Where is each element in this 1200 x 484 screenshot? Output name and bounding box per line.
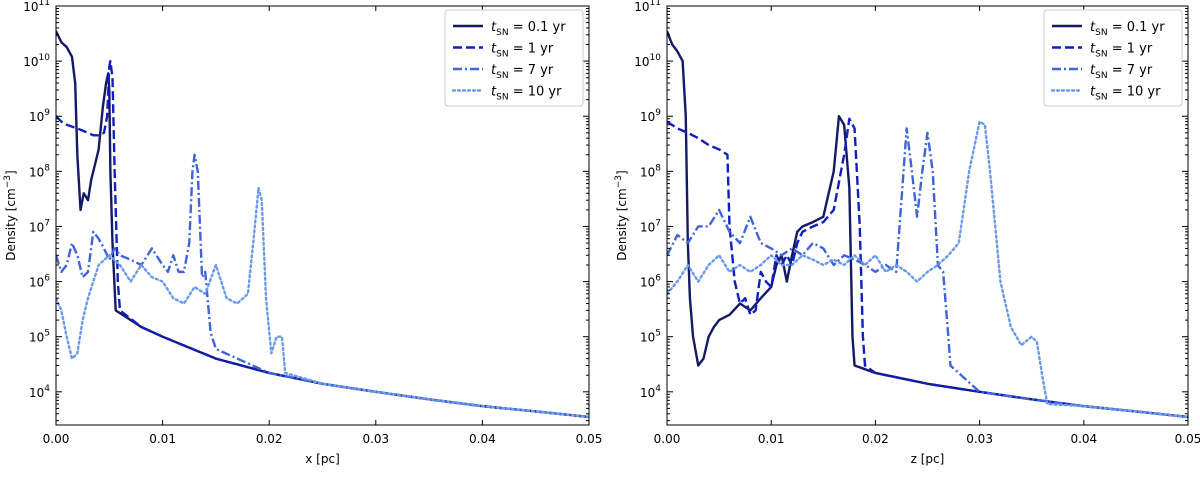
x-axis-label: z [pc] <box>911 452 945 466</box>
x-tick-label: 0.01 <box>149 432 176 446</box>
axes-frame <box>666 5 1189 426</box>
legend-label: tSN = 10 yr <box>1090 85 1161 103</box>
y-tick-label: 109 <box>640 108 661 124</box>
x-tick-label: 0.05 <box>1175 432 1200 446</box>
legend-label: tSN = 1 yr <box>1090 42 1153 60</box>
y-tick-label: 109 <box>29 108 50 124</box>
y-tick-label: 107 <box>29 218 50 234</box>
y-axis-label: Density [cm−3] <box>614 170 629 260</box>
x-tick-label: 0.02 <box>862 432 889 446</box>
legend: tSN = 0.1 yr tSN = 1 yr tSN = 7 yr tSN = 10… <box>444 9 584 107</box>
x-tick-label: 0.01 <box>758 432 785 446</box>
y-tick-label: 105 <box>640 329 661 345</box>
y-tick-label: 1010 <box>23 53 50 69</box>
legend-label: tSN = 7 yr <box>1090 63 1153 81</box>
legend: tSN = 0.1 yr tSN = 1 yr tSN = 7 yr tSN = 10… <box>1043 9 1183 107</box>
y-tick-label: 106 <box>29 274 50 290</box>
series-line-4 <box>56 186 589 419</box>
y-axis-label: Density [cm−3] <box>3 170 18 260</box>
legend-box <box>1043 9 1183 107</box>
x-tick-label: 0.04 <box>1070 432 1097 446</box>
series-line-4 <box>667 120 1188 419</box>
chart-panel-2: 0.00 0.01 0.02 0.03 0.04 0.05 104 105 106 107 108 1… <box>614 0 1200 466</box>
legend-label: tSN = 10 yr <box>491 85 562 103</box>
legend-label: tSN = 0.1 yr <box>491 20 566 38</box>
chart-panel-1: 0.00 0.01 0.02 0.03 0.04 0.05 104 105 106 107 108 1… <box>3 0 602 466</box>
y-tick-label: 1011 <box>634 0 661 14</box>
y-tick-label: 1010 <box>634 53 661 69</box>
series-lines <box>667 30 1188 419</box>
y-tick-label: 108 <box>640 163 661 179</box>
y-tick-label: 104 <box>29 384 50 400</box>
x-tick-label: 0.03 <box>966 432 993 446</box>
y-tick-label: 105 <box>29 329 50 345</box>
series-line-3 <box>56 153 589 419</box>
x-tick-label: 0.02 <box>256 432 283 446</box>
y-tick-label: 1011 <box>23 0 50 14</box>
series-line-2 <box>56 59 589 419</box>
y-tick-label: 104 <box>640 384 661 400</box>
x-tick-label: 0.03 <box>362 432 389 446</box>
axes-frame <box>55 5 590 426</box>
series-line-2 <box>667 117 1188 419</box>
x-axis-label: x [pc] <box>305 452 340 466</box>
x-tick-label: 0.00 <box>43 432 70 446</box>
legend-box <box>444 9 584 107</box>
legend-label: tSN = 1 yr <box>491 42 554 60</box>
series-line-3 <box>667 127 1188 419</box>
legend-label: tSN = 0.1 yr <box>1090 20 1165 38</box>
y-tick-label: 106 <box>640 274 661 290</box>
y-tick-label: 107 <box>640 218 661 234</box>
series-lines <box>56 30 589 419</box>
x-tick-label: 0.05 <box>576 432 603 446</box>
x-tick-label: 0.04 <box>469 432 496 446</box>
y-tick-label: 108 <box>29 163 50 179</box>
x-tick-label: 0.00 <box>654 432 681 446</box>
legend-label: tSN = 7 yr <box>491 63 554 81</box>
